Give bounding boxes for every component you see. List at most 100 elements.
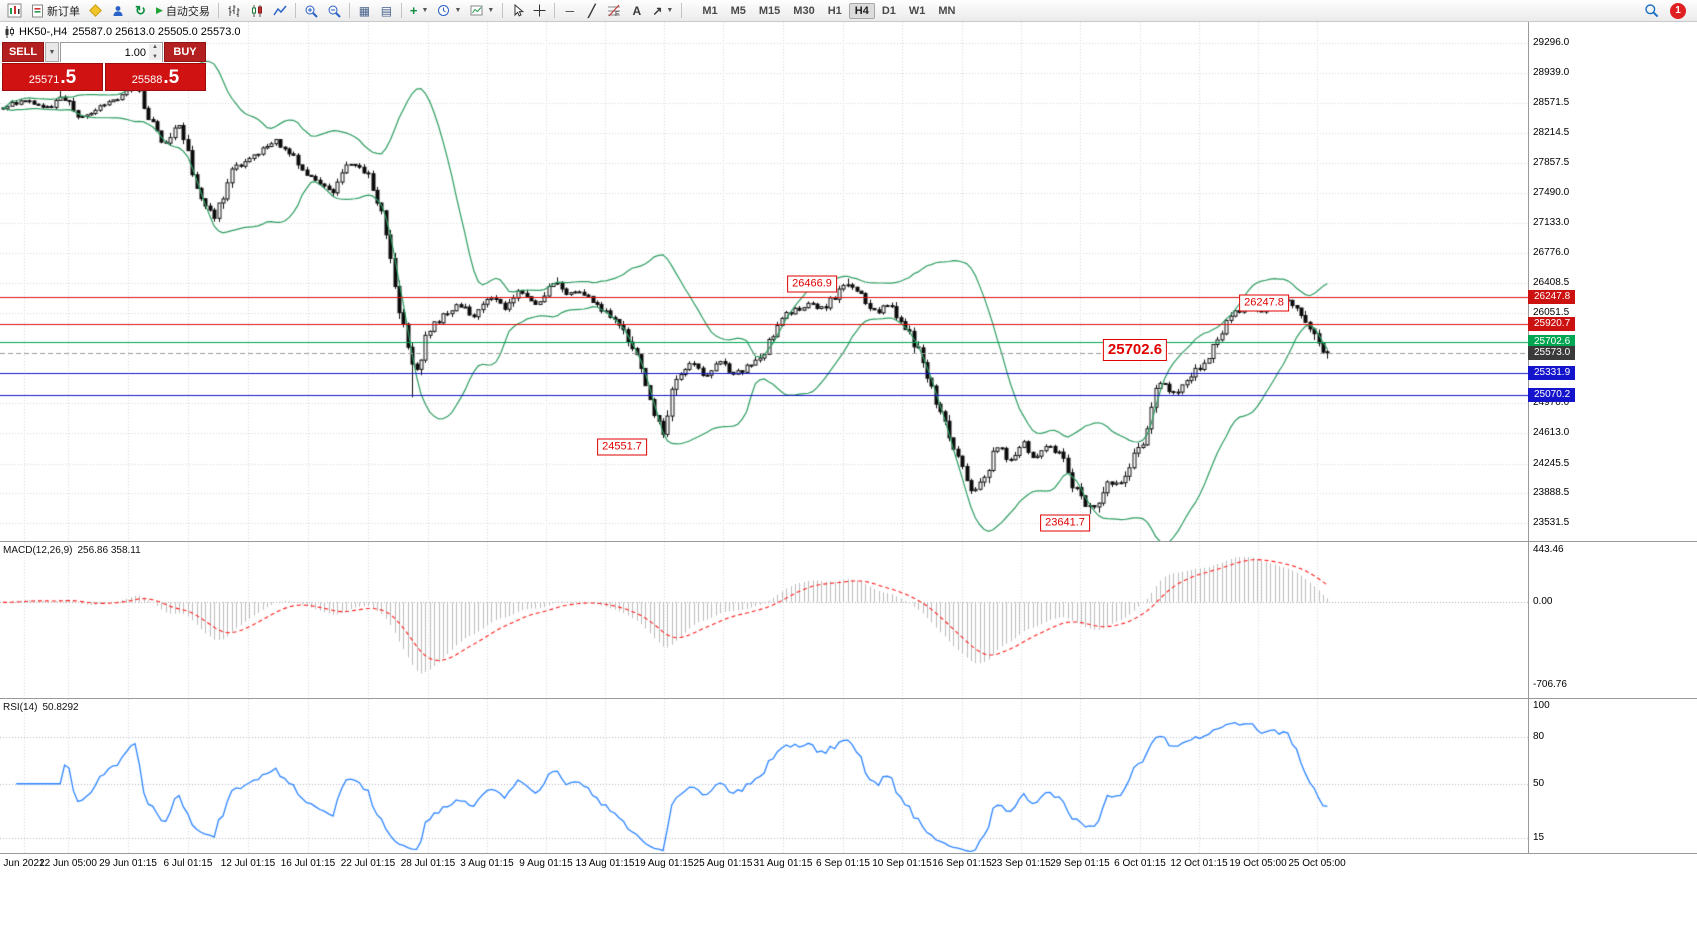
spinner-down-icon[interactable]: ▼ — [152, 54, 158, 60]
price-annotation[interactable]: 24551.7 — [597, 438, 647, 456]
rsi-label: RSI(14) — [3, 702, 38, 713]
buy-price-display[interactable]: 25588.5 — [105, 63, 206, 91]
crosshair-button[interactable] — [529, 1, 550, 21]
time-axis-label: 10 Sep 01:15 — [872, 858, 932, 869]
price-axis-label: 24613.0 — [1533, 426, 1570, 438]
macd-label: MACD(12,26,9) — [3, 545, 73, 556]
periods-button[interactable]: ▼ — [433, 1, 465, 21]
bar-chart-icon — [228, 4, 240, 17]
price-annotation[interactable]: 26466.9 — [787, 275, 837, 293]
time-axis[interactable]: Jun 2021 22 Jun 05:00 29 Jun 01:15 6 Jul 01… — [0, 854, 1697, 876]
line-chart-button[interactable] — [269, 1, 291, 21]
refresh-icon: ↻ — [135, 3, 146, 18]
rsi-panel-canvas[interactable] — [0, 699, 1528, 853]
tile-windows-button[interactable]: ▦ — [354, 1, 375, 21]
notification-badge[interactable]: 1 — [1670, 2, 1686, 19]
fibonacci-button[interactable]: F — [603, 1, 625, 21]
macd-axis-label: 0.00 — [1533, 596, 1553, 608]
time-axis-label: 22 Jul 01:15 — [340, 858, 396, 869]
price-annotation[interactable]: 25702.6 — [1102, 339, 1168, 361]
zoom-out-icon — [328, 5, 341, 18]
timeframe-button-H1[interactable]: H1 — [827, 4, 842, 17]
metaeditor-button[interactable] — [85, 1, 106, 21]
price-axis-label: 27857.5 — [1533, 156, 1570, 168]
volume-spinner[interactable]: ▲ ▼ — [149, 44, 161, 60]
bar-chart-button[interactable] — [223, 1, 245, 21]
toolbar-separator — [681, 3, 683, 18]
time-axis-label: 13 Aug 01:15 — [575, 858, 635, 869]
shapes-button[interactable]: ↗ ▼ — [648, 1, 677, 21]
price-marker-tag[interactable]: 25573.0 — [1528, 345, 1576, 360]
toolbar-separator — [502, 3, 504, 18]
rsi-axis-label: 100 — [1533, 700, 1550, 712]
price-marker-tag[interactable]: 26247.8 — [1528, 289, 1576, 304]
chart-ohlc-header: HK50-,H4 25587.0 25613.0 25505.0 25573.0 — [4, 26, 241, 38]
price-marker-tag[interactable]: 25331.9 — [1528, 366, 1576, 381]
indicators-button[interactable]: + ▼ — [406, 1, 433, 21]
zoom-out-button[interactable] — [323, 1, 345, 21]
timeframe-button-H4[interactable]: H4 — [848, 2, 875, 19]
clock-icon — [438, 5, 450, 16]
time-axis-label: 6 Oct 01:15 — [1114, 858, 1166, 869]
horizontal-line-icon: ─ — [565, 3, 575, 18]
search-button[interactable] — [1640, 1, 1663, 21]
tile-windows-icon: ▦ — [358, 3, 371, 18]
text-label-button[interactable]: A — [626, 1, 647, 21]
cursor-button[interactable] — [507, 1, 528, 21]
timeframe-button-MN[interactable]: MN — [938, 4, 956, 17]
svg-text:F: F — [615, 11, 619, 17]
chevron-down-icon: ▼ — [666, 7, 674, 14]
price-marker-tag[interactable]: 25702.6 — [1528, 335, 1576, 350]
time-axis-label: 29 Jun 01:15 — [99, 858, 157, 869]
refresh-button[interactable]: ↻ — [130, 1, 151, 21]
sell-price-display[interactable]: 25571.5 — [2, 63, 103, 91]
macd-axis-label: -706.76 — [1533, 679, 1567, 691]
new-order-button[interactable]: 新订单 — [27, 1, 84, 21]
ohlc-values: 25587.0 25613.0 25505.0 25573.0 — [72, 26, 241, 38]
candlestick-chart-button[interactable] — [246, 1, 268, 21]
macd-panel-canvas[interactable] — [0, 542, 1528, 698]
rsi-indicator-header: RSI(14) 50.8292 — [3, 702, 79, 713]
buy-button[interactable]: BUY — [164, 42, 206, 62]
price-marker-tag[interactable]: 25920.7 — [1528, 317, 1576, 331]
metaeditor-icon — [89, 4, 102, 17]
time-axis-label: 31 Aug 01:15 — [753, 858, 813, 869]
time-axis-separator — [0, 853, 1697, 854]
timeframe-button-M1[interactable]: M1 — [702, 4, 718, 17]
toolbar-separator — [217, 3, 219, 18]
timeframe-button-W1[interactable]: W1 — [908, 4, 926, 17]
macd-panel-separator[interactable] — [0, 541, 1697, 542]
rsi-panel-separator[interactable] — [0, 698, 1697, 699]
autotrading-label: 自动交易 — [165, 5, 210, 18]
crosshair-icon — [533, 4, 546, 17]
timeframe-button-M30[interactable]: M30 — [793, 4, 815, 17]
price-annotation[interactable]: 26247.8 — [1239, 294, 1289, 312]
macd-indicator-header: MACD(12,26,9) 256.86 358.11 — [3, 545, 141, 556]
sell-price-fraction: .5 — [60, 67, 77, 88]
trendline-button[interactable]: ╱ — [581, 1, 602, 21]
volume-dropdown-button[interactable]: ▼ — [45, 42, 59, 62]
new-order-label: 新订单 — [47, 5, 80, 18]
sell-button[interactable]: SELL — [2, 42, 44, 62]
zoom-in-button[interactable] — [300, 1, 322, 21]
timeframe-button-M15[interactable]: M15 — [758, 4, 781, 17]
price-chart-canvas[interactable] — [0, 22, 1528, 541]
template-icon — [470, 5, 483, 16]
spinner-up-icon[interactable]: ▲ — [152, 44, 158, 50]
price-axis-label: 28214.5 — [1533, 126, 1570, 138]
time-axis-label: 9 Aug 01:15 — [519, 858, 573, 869]
add-indicator-icon: + — [409, 3, 418, 18]
price-marker-tag[interactable]: 25070.2 — [1528, 387, 1576, 402]
navigator-button[interactable] — [107, 1, 129, 21]
templates-button[interactable]: ▼ — [466, 1, 498, 21]
autotrading-button[interactable]: ▶ 自动交易 — [152, 1, 214, 21]
volume-input[interactable] — [61, 44, 162, 62]
timeframe-button-D1[interactable]: D1 — [881, 4, 896, 17]
autotrading-play-icon: ▶ — [156, 5, 163, 15]
horizontal-line-button[interactable]: ─ — [559, 1, 580, 21]
chart-window-icon[interactable] — [3, 1, 26, 21]
arrange-windows-button[interactable]: ▤ — [376, 1, 397, 21]
price-annotation[interactable]: 23641.7 — [1040, 514, 1090, 532]
timeframe-button-M5[interactable]: M5 — [730, 4, 746, 17]
